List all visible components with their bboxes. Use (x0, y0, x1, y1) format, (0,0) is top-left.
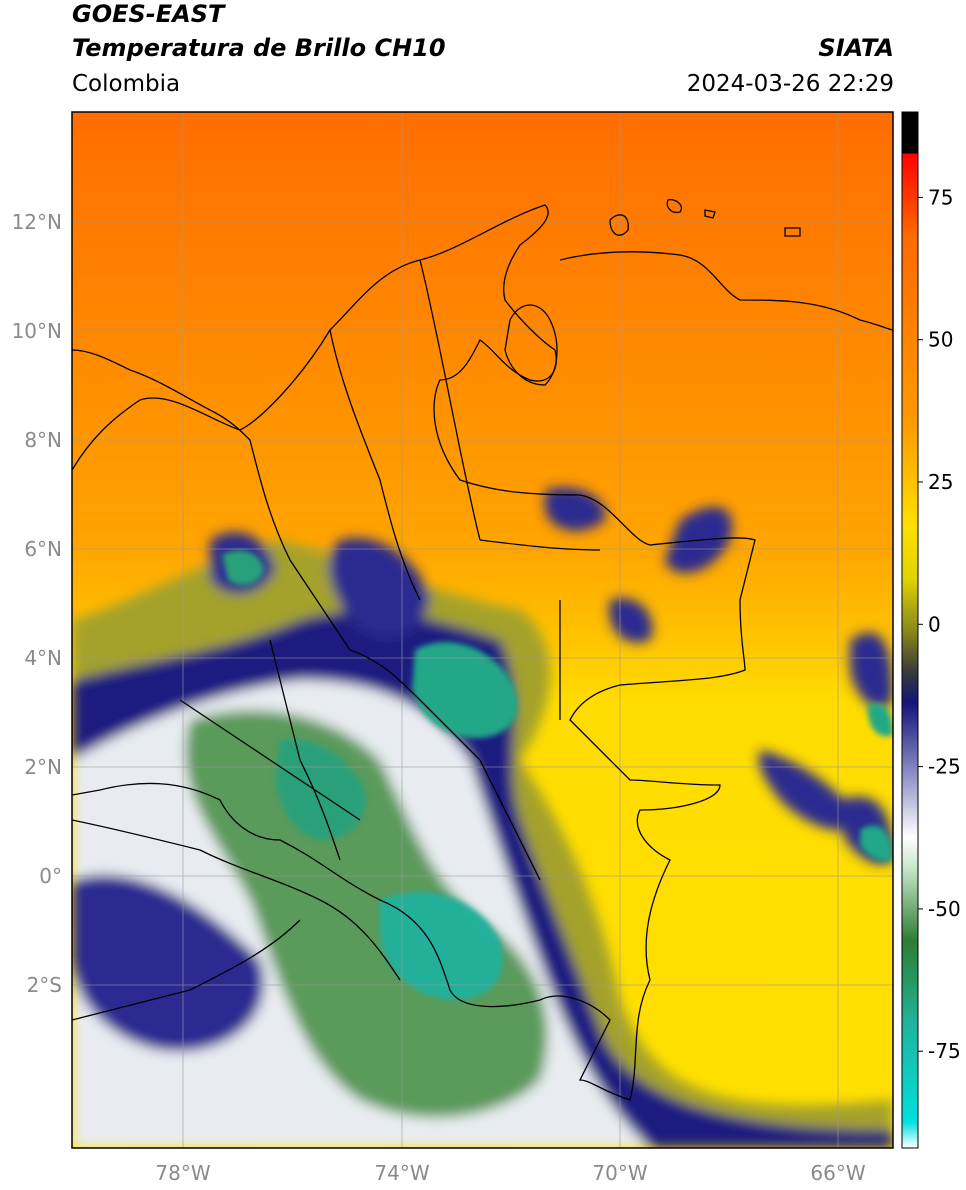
datetime-label: 2024-03-26 22:29 (686, 71, 894, 97)
product-title: Temperatura de Brillo CH10 (72, 34, 446, 62)
lon-tick-label: 70°W (592, 1161, 647, 1185)
colorbar-tick-label: 50 (928, 328, 953, 352)
graticule (72, 112, 893, 1148)
lon-tick-label: 74°W (374, 1161, 429, 1185)
lat-tick-label: 2°N (24, 755, 62, 779)
colorbar-ticks: 75 50 25 0 -25 -50 -75 (918, 185, 961, 1063)
lat-tick-label: 0° (39, 864, 62, 888)
colorbar-tick-label: 0 (928, 612, 941, 636)
lat-ticks: 12°N 10°N 8°N 6°N 4°N 2°N 0° 2°S (12, 210, 62, 997)
borders (72, 199, 893, 1101)
colorbar-tick-label: 25 (928, 470, 953, 494)
lat-tick-label: 6°N (24, 537, 62, 561)
lon-tick-label: 66°W (810, 1161, 865, 1185)
lat-tick-label: 10°N (12, 319, 62, 343)
map-frame (71, 111, 894, 1149)
colorbar-tick-label: -25 (928, 755, 961, 779)
lon-tick-label: 78°W (155, 1161, 210, 1185)
lat-tick-label: 2°S (27, 973, 62, 997)
agency-label: SIATA (818, 34, 894, 62)
colorbar-frame (901, 111, 919, 1149)
satellite-title: GOES-EAST (72, 0, 225, 28)
colorbar-tick-label: -50 (928, 897, 961, 921)
colorbar (902, 112, 918, 1148)
colorbar-tick-label: -75 (928, 1039, 961, 1063)
lat-tick-label: 8°N (24, 428, 62, 452)
lon-ticks: 78°W 74°W 70°W 66°W (155, 1161, 865, 1185)
region-label: Colombia (72, 71, 181, 97)
colorbar-tick-label: 75 (928, 185, 953, 209)
lat-tick-label: 4°N (24, 646, 62, 670)
lat-tick-label: 12°N (12, 210, 62, 234)
